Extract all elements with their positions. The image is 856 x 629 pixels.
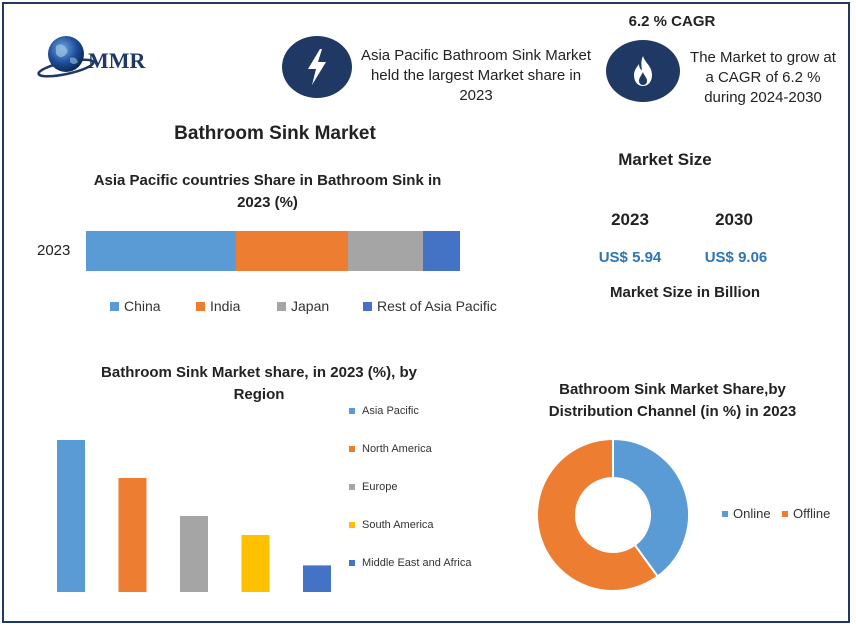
market-size-title: Market Size bbox=[618, 150, 712, 169]
legend-item-middle-east-and-africa: Middle East and Africa bbox=[349, 557, 471, 569]
legend-label: Japan bbox=[291, 298, 330, 314]
bar-middle-east-and-africa bbox=[303, 565, 331, 592]
legend-swatch bbox=[349, 484, 355, 490]
market-size-year-2: 2030 bbox=[715, 210, 753, 229]
legend-label: North America bbox=[362, 443, 432, 455]
legend-item-online: Online bbox=[722, 506, 771, 521]
legend-item-china: China bbox=[110, 298, 161, 314]
legend-item-india: India bbox=[196, 298, 240, 314]
globe-icon bbox=[37, 36, 95, 78]
header-info-2: The Market to grow at a CAGR of 6.2 % du… bbox=[690, 49, 836, 106]
legend-label: South America bbox=[362, 519, 434, 531]
legend-item-europe: Europe bbox=[349, 481, 397, 493]
legend-swatch bbox=[349, 522, 355, 528]
chart3-title: Bathroom Sink Market Share,by Distributi… bbox=[548, 381, 797, 420]
market-size-value-1: US$ 5.94 bbox=[598, 249, 662, 266]
bar-south-america bbox=[241, 535, 270, 592]
legend-label: China bbox=[124, 298, 161, 314]
stack-segment-china bbox=[86, 231, 236, 271]
lightning-bolt-icon-badge bbox=[282, 36, 352, 98]
legend-label: Rest of Asia Pacific bbox=[377, 298, 497, 314]
market-size-year-1: 2023 bbox=[611, 210, 649, 229]
stack-segment-rest-of-asia-pacific bbox=[422, 231, 460, 271]
legend-label: Offline bbox=[793, 506, 831, 521]
legend-swatch bbox=[722, 510, 728, 517]
bar-europe bbox=[180, 516, 208, 592]
legend-swatch bbox=[277, 301, 286, 311]
stack-segment-india bbox=[235, 231, 348, 271]
flame-icon-badge bbox=[606, 40, 680, 102]
legend-swatch bbox=[196, 301, 205, 311]
logo-text: MMR bbox=[88, 48, 146, 73]
legend-swatch bbox=[349, 560, 355, 566]
legend-item-north-america: North America bbox=[349, 443, 432, 455]
chart3-donut bbox=[536, 438, 690, 592]
logo: MMR bbox=[36, 32, 156, 82]
market-size-value-2: US$ 9.06 bbox=[704, 249, 768, 266]
legend-item-japan: Japan bbox=[277, 298, 329, 314]
legend-label: Middle East and Africa bbox=[362, 557, 472, 569]
market-size-footer: Market Size in Billion bbox=[609, 284, 761, 301]
lightning-bolt-icon bbox=[308, 49, 326, 85]
chart1-title: Asia Pacific countries Share in Bathroom… bbox=[93, 172, 442, 211]
legend-item-asia-pacific: Asia Pacific bbox=[349, 405, 419, 417]
chart1-stacked-bar bbox=[86, 231, 460, 271]
header-info-1: Asia Pacific Bathroom Sink Market held t… bbox=[360, 47, 592, 104]
stack-segment-japan bbox=[347, 231, 423, 271]
legend-swatch bbox=[782, 510, 788, 517]
bar-north-america bbox=[118, 478, 147, 592]
legend-label: Online bbox=[733, 506, 771, 521]
legend-item-rest-of-asia-pacific: Rest of Asia Pacific bbox=[363, 298, 497, 314]
legend-item-offline: Offline bbox=[782, 506, 830, 521]
cagr-title: 6.2 % CAGR bbox=[628, 13, 716, 30]
legend-label: Asia Pacific bbox=[362, 405, 419, 417]
bar-asia-pacific bbox=[57, 440, 85, 592]
legend-swatch bbox=[363, 301, 372, 311]
legend-label: Europe bbox=[362, 481, 398, 493]
legend-swatch bbox=[349, 446, 355, 452]
chart1-category-label: 2023 bbox=[37, 242, 71, 259]
legend-swatch bbox=[110, 301, 119, 311]
legend-swatch bbox=[349, 408, 355, 414]
legend-label: India bbox=[210, 298, 241, 314]
chart2-title: Bathroom Sink Market share, in 2023 (%),… bbox=[101, 364, 417, 403]
donut-slice-online bbox=[612, 438, 690, 578]
page-title: Bathroom Sink Market bbox=[174, 123, 376, 144]
donut-slice-offline bbox=[536, 438, 660, 592]
legend-item-south-america: South America bbox=[349, 519, 434, 531]
chart2-bars bbox=[57, 440, 331, 592]
flame-icon bbox=[634, 56, 652, 86]
